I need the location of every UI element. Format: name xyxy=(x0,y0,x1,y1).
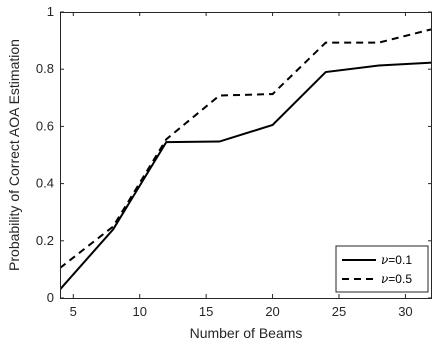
x-tick-label: 20 xyxy=(265,304,279,319)
legend-label-1: ν=0.1 xyxy=(381,253,412,267)
series-line-2 xyxy=(60,28,432,269)
y-tick-label: 0.4 xyxy=(36,176,54,191)
x-tick-label: 30 xyxy=(398,304,412,319)
y-tick-label: 0 xyxy=(47,290,54,305)
x-tick-label: 10 xyxy=(132,304,146,319)
y-axis-title: Probability of Correct AOA Estimation xyxy=(6,39,22,271)
x-tick-label: 15 xyxy=(199,304,213,319)
y-tick-label: 0.6 xyxy=(36,118,54,133)
x-axis-title: Number of Beams xyxy=(190,325,303,341)
series-layer xyxy=(60,28,432,291)
ticks-layer: 5 10 15 20 25 30 0 0.2 0.4 0.6 0.8 1 xyxy=(36,4,432,319)
x-tick-label: 25 xyxy=(332,304,346,319)
legend-box xyxy=(335,245,429,293)
y-tick-label: 0.8 xyxy=(36,61,54,76)
x-tick-label: 5 xyxy=(70,304,77,319)
y-tick-label: 0.2 xyxy=(36,233,54,248)
y-tick-label: 1 xyxy=(47,4,54,19)
legend-label-2: ν=0.5 xyxy=(381,272,412,286)
series-line-1 xyxy=(60,61,432,291)
legend: ν=0.1 ν=0.5 xyxy=(335,245,429,293)
